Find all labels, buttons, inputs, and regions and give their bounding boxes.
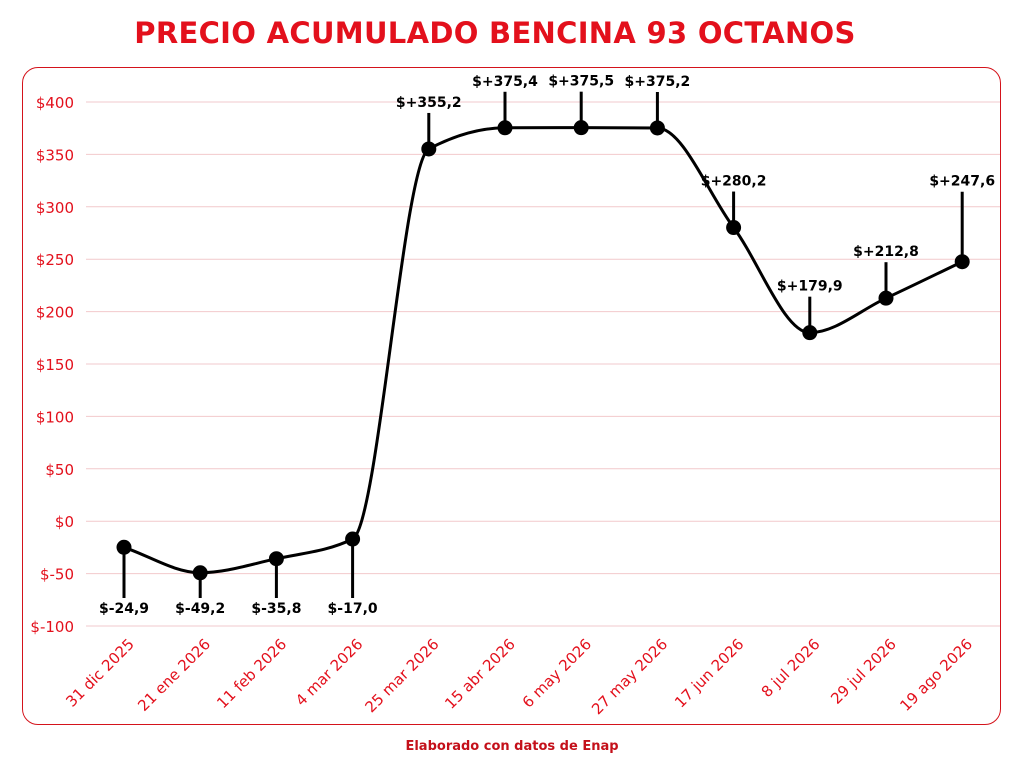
x-tick-label: 29 jul 2026	[827, 635, 900, 708]
data-label: $-17,0	[328, 601, 378, 617]
y-tick-label: $200	[36, 304, 74, 322]
x-tick-label: 25 mar 2026	[361, 635, 442, 716]
y-gridlines	[86, 101, 1000, 627]
data-label: $-35,8	[251, 601, 301, 617]
x-tick-label: 15 abr 2026	[441, 635, 519, 713]
x-tick-label: 6 may 2026	[519, 635, 595, 711]
data-point	[497, 120, 513, 136]
y-tick-label: $400	[36, 94, 74, 112]
chart-frame	[22, 67, 1001, 725]
data-label: $+212,8	[853, 244, 919, 260]
x-tick-label: 21 ene 2026	[134, 635, 214, 715]
series-line	[123, 126, 963, 575]
data-label: $+355,2	[396, 95, 462, 111]
data-label: $-24,9	[99, 601, 149, 617]
x-tick-label: 19 ago 2026	[896, 635, 976, 715]
data-point	[421, 141, 437, 157]
data-point	[954, 254, 970, 270]
y-tick-label: $300	[36, 199, 74, 217]
y-tick-label: $350	[36, 146, 74, 164]
y-tick-label: $0	[55, 513, 74, 531]
data-point	[345, 531, 361, 547]
data-label: $+375,2	[625, 74, 691, 90]
data-point	[878, 290, 894, 306]
y-tick-label: $250	[36, 251, 74, 269]
y-tick-label: $150	[36, 356, 74, 374]
data-point	[802, 325, 818, 341]
x-tick-label: 31 dic 2025	[62, 635, 137, 710]
source-credit: Elaborado con datos de Enap	[405, 739, 619, 754]
chart-title: PRECIO ACUMULADO BENCINA 93 OCTANOS	[134, 16, 856, 50]
data-point	[268, 551, 284, 567]
data-label: $+375,4	[472, 74, 538, 90]
x-tick-label: 11 feb 2026	[213, 635, 290, 712]
y-tick-label: $50	[45, 461, 74, 479]
data-point	[573, 120, 589, 136]
x-tick-label: 17 jun 2026	[671, 635, 747, 711]
y-tick-label: $100	[36, 408, 74, 426]
y-tick-label: $-50	[40, 566, 74, 584]
data-point	[726, 220, 742, 236]
x-tick-label: 8 jul 2026	[758, 635, 824, 701]
x-tick-label: 4 mar 2026	[292, 635, 366, 709]
data-label: $+375,5	[548, 74, 614, 90]
data-points	[116, 120, 970, 581]
y-tick-label: $-100	[30, 618, 74, 636]
data-label: $+247,6	[929, 174, 995, 190]
y-tick-labels: $-100 $-50 $0 $50 $100 $150 $200 $250 $300 $350 $4…	[30, 94, 74, 636]
data-point	[649, 120, 665, 136]
data-label: $+179,9	[777, 279, 843, 295]
data-point	[116, 539, 132, 555]
data-labels: $-24,9 $-49,2 $-35,8 $-17,0 $+355,2 $+375,4 $+…	[99, 74, 995, 617]
label-leaders	[122, 91, 964, 598]
data-point	[192, 565, 208, 581]
x-tick-label: 27 may 2026	[588, 635, 671, 718]
data-label: $-49,2	[175, 601, 225, 617]
data-label: $+280,2	[701, 174, 767, 190]
